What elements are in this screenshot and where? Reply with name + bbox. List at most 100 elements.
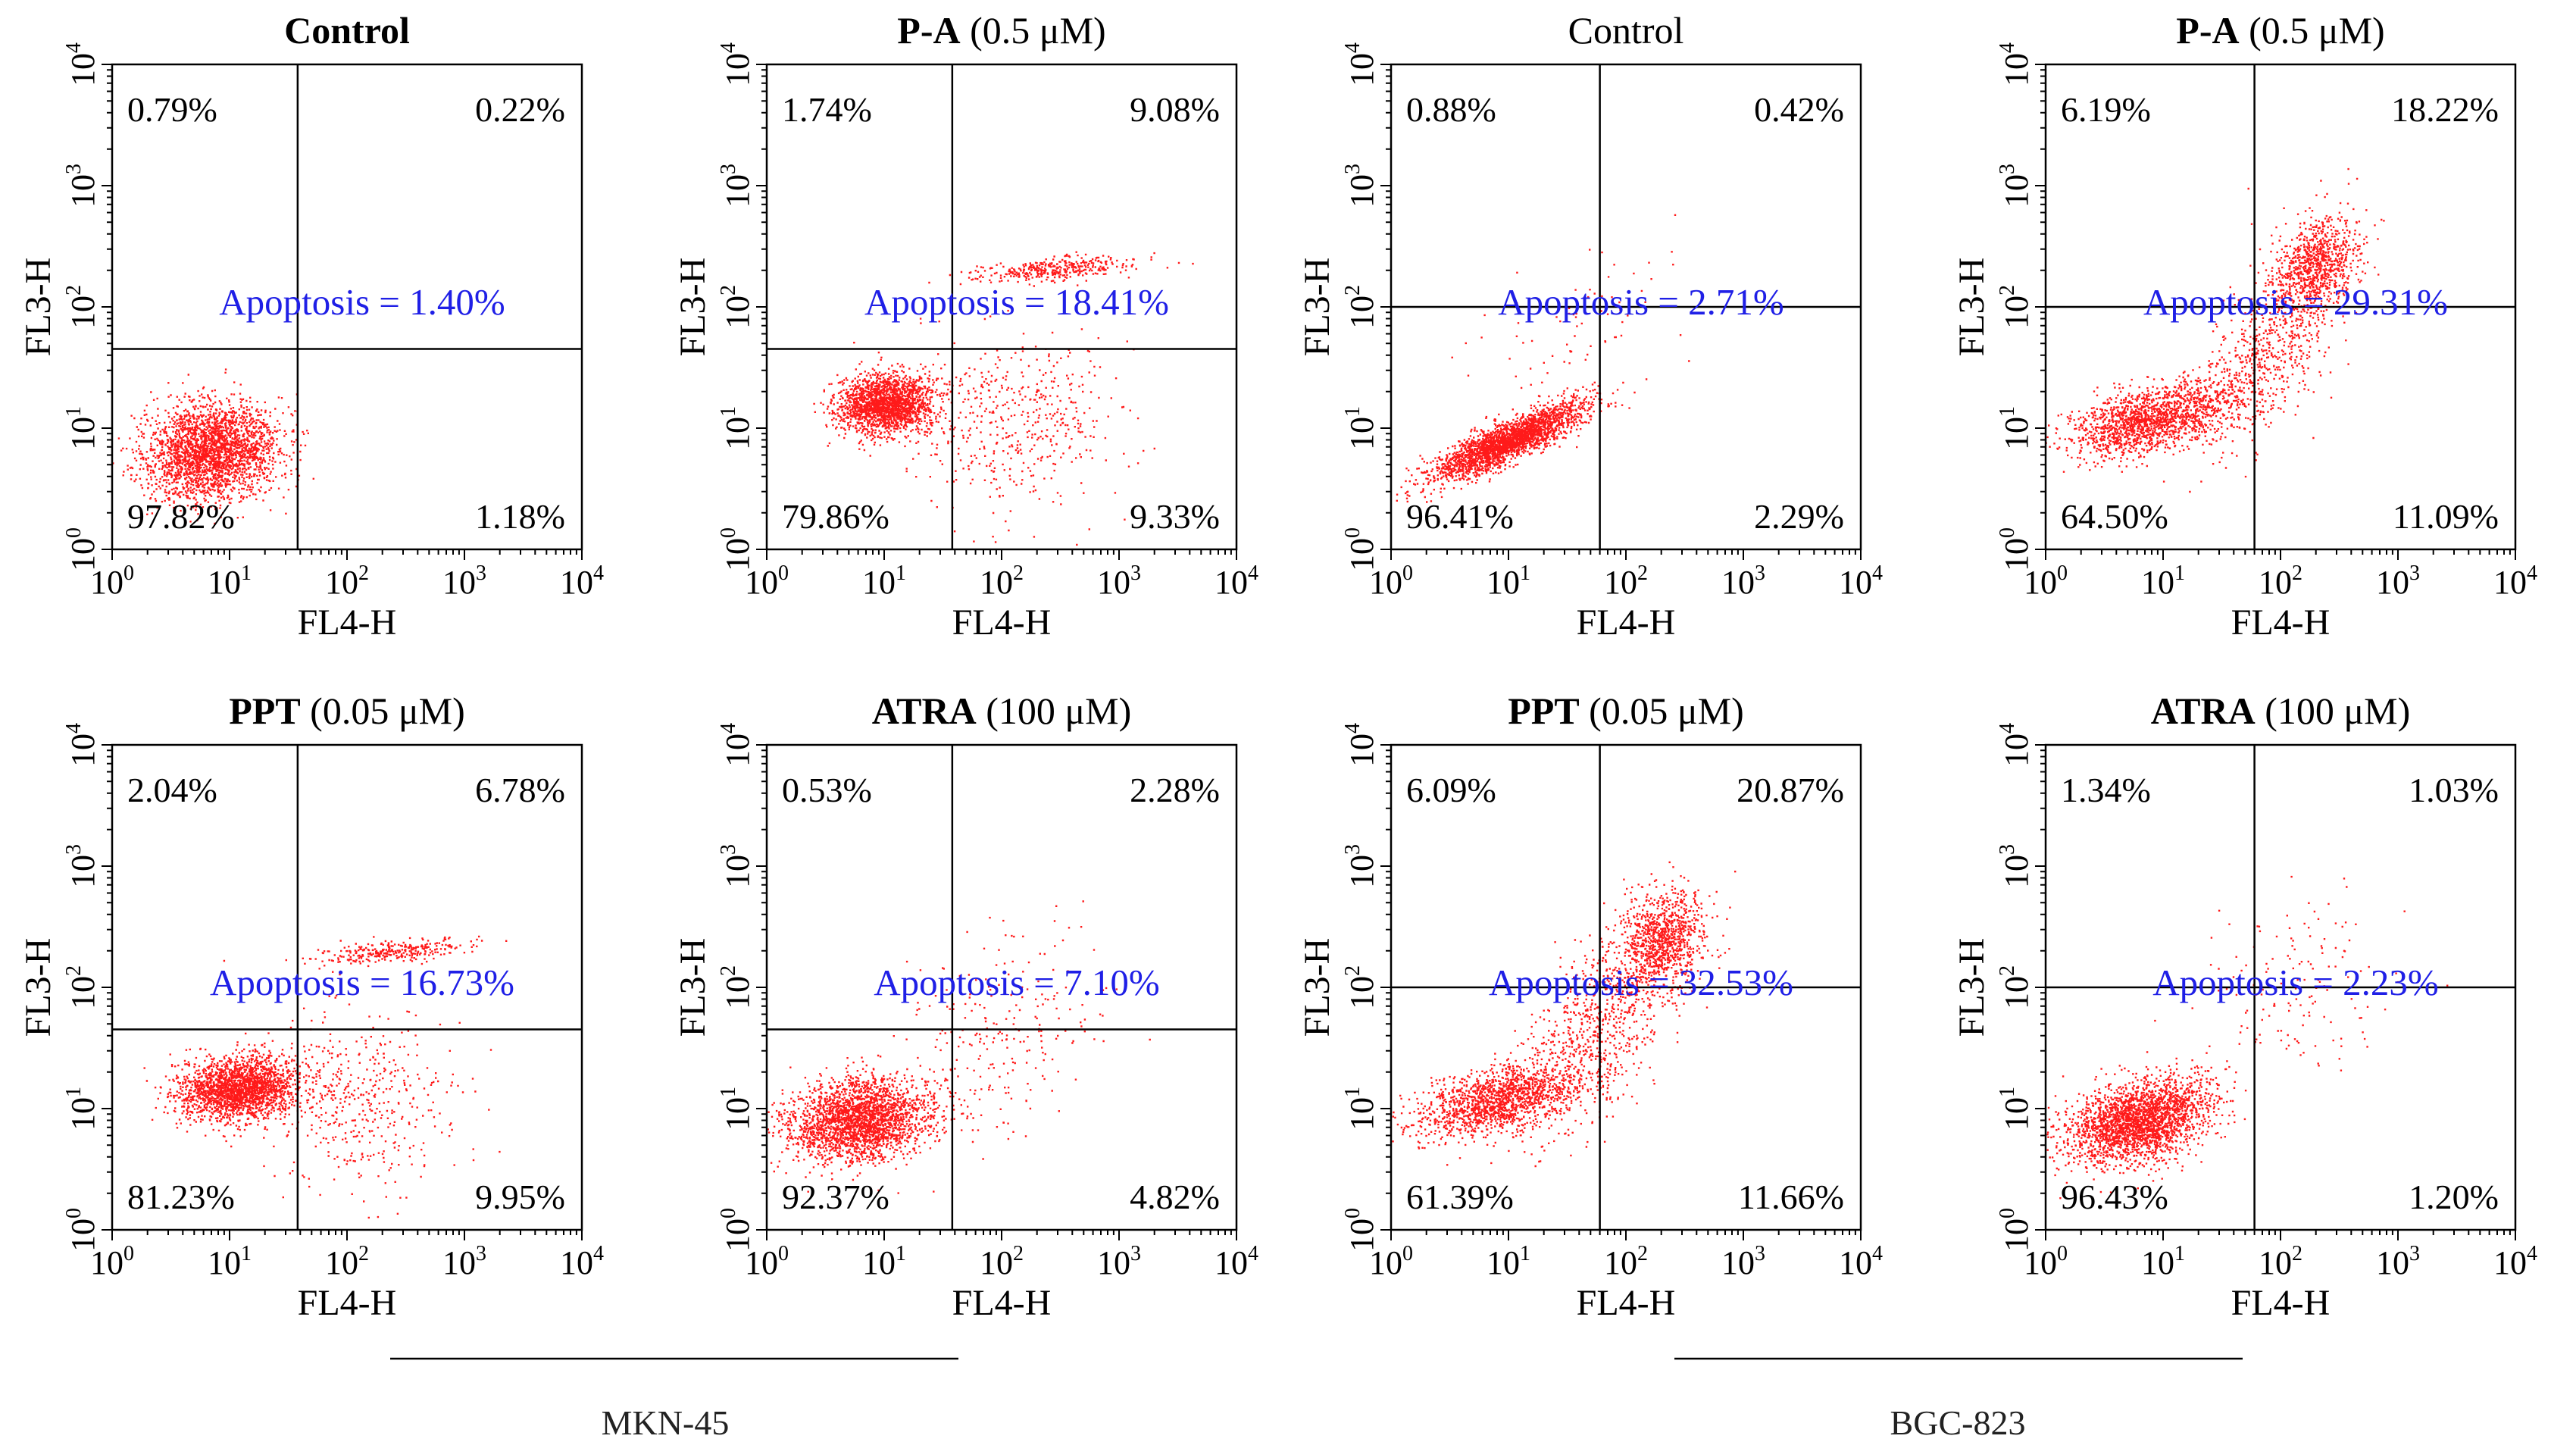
- y-tick-label: 101: [62, 406, 102, 450]
- axis-ticks: [756, 744, 1237, 1240]
- axis-ticks: [1380, 64, 1862, 560]
- x-axis-label: FL4-H: [298, 602, 397, 643]
- event-cloud: [112, 368, 314, 525]
- x-tick-label: 101: [862, 561, 906, 601]
- axis-ticks: [102, 64, 583, 560]
- event-cloud: [767, 900, 1151, 1194]
- y-axis-label: FL3-H: [18, 258, 58, 357]
- x-tick-label: 104: [2493, 1242, 2537, 1281]
- y-tick-label: 104: [1341, 42, 1380, 86]
- event-cloud: [2046, 875, 2449, 1200]
- y-axis-label: FL3-H: [1952, 258, 1992, 357]
- x-axis-label: FL4-H: [1577, 1283, 1676, 1323]
- y-tick-label: 101: [1996, 406, 2035, 450]
- y-tick-label: 100: [717, 527, 756, 571]
- y-tick-label: 100: [717, 1208, 756, 1252]
- y-tick-label: 102: [717, 285, 756, 329]
- x-tick-label: 101: [862, 1242, 906, 1281]
- panel-title: Control: [1568, 9, 1684, 52]
- y-tick-label: 103: [1996, 844, 2035, 888]
- panel-grid: 100 100 101 101 102 102 103 103 104 104 FL4-H FL3-H…: [18, 9, 2537, 1323]
- y-tick-label: 102: [1341, 965, 1380, 1009]
- panel-title: P-A (0.5 μM): [897, 9, 1105, 52]
- quadrant-ur-value: 0.22%: [475, 90, 565, 129]
- quadrant-ll-value: 79.86%: [782, 497, 889, 536]
- x-axis-label: FL4-H: [298, 1283, 397, 1323]
- event-cloud: [1391, 861, 1737, 1168]
- x-axis-label: FL4-H: [1577, 602, 1676, 643]
- quadrant-ul-value: 6.09%: [1406, 771, 1496, 809]
- y-axis-label: FL3-H: [673, 258, 713, 357]
- panel-title: P-A (0.5 μM): [2176, 9, 2384, 52]
- quadrant-ur-value: 1.03%: [2409, 771, 2499, 809]
- event-cloud: [1396, 214, 1690, 503]
- x-tick-label: 101: [208, 561, 252, 601]
- event-dots: [112, 368, 314, 525]
- quadrant-ur-value: 9.08%: [1130, 90, 1220, 129]
- x-axis-label: FL4-H: [2231, 602, 2331, 643]
- apoptosis-annotation: Apoptosis = 2.71%: [1498, 281, 1784, 323]
- quadrant-ur-value: 20.87%: [1737, 771, 1844, 809]
- y-tick-label: 103: [1341, 844, 1380, 888]
- quadrant-lr-value: 4.82%: [1130, 1178, 1220, 1216]
- x-tick-label: 102: [980, 561, 1024, 601]
- x-tick-label: 103: [2376, 561, 2420, 601]
- panel-title: ATRA (100 μM): [2151, 690, 2411, 732]
- y-tick-label: 103: [717, 164, 756, 208]
- quadrant-ll-value: 64.50%: [2061, 497, 2168, 536]
- y-tick-label: 101: [717, 1087, 756, 1131]
- apoptosis-annotation: Apoptosis = 32.53%: [1489, 962, 1793, 1003]
- x-tick-label: 102: [325, 561, 369, 601]
- x-tick-label: 102: [325, 1242, 369, 1281]
- x-tick-label: 104: [1215, 1242, 1258, 1281]
- flow-panel: 100100101101102102103103104104FL4-HFL3-H…: [18, 690, 604, 1323]
- y-axis-label: FL3-H: [673, 938, 713, 1037]
- y-tick-label: 104: [1996, 42, 2035, 86]
- x-tick-label: 101: [1487, 1242, 1530, 1281]
- y-tick-label: 101: [1996, 1087, 2035, 1131]
- apoptosis-annotation: Apoptosis = 1.40%: [219, 281, 505, 323]
- panel-title: PPT (0.05 μM): [229, 690, 465, 732]
- quadrant-ur-value: 0.42%: [1754, 90, 1844, 129]
- x-tick-label: 104: [2493, 561, 2537, 601]
- event-cloud: [2046, 167, 2385, 493]
- axis-ticks: [756, 64, 1237, 560]
- y-tick-label: 100: [1996, 1208, 2035, 1252]
- quadrant-ul-value: 1.74%: [782, 90, 872, 129]
- quadrant-ul-value: 0.88%: [1406, 90, 1496, 129]
- apoptosis-annotation: Apoptosis = 2.23%: [2152, 962, 2438, 1003]
- x-tick-label: 101: [2141, 1242, 2185, 1281]
- axis-ticks: [2035, 64, 2516, 560]
- y-tick-label: 102: [62, 965, 102, 1009]
- y-tick-label: 104: [1996, 723, 2035, 767]
- y-axis-label: FL3-H: [1297, 258, 1337, 357]
- event-dots: [1396, 214, 1690, 503]
- apoptosis-annotation: Apoptosis = 18.41%: [864, 281, 1169, 323]
- bgc823-group-label: BGC-823: [1890, 1403, 2026, 1442]
- x-tick-label: 103: [1097, 1242, 1141, 1281]
- x-tick-label: 102: [2259, 1242, 2302, 1281]
- event-cloud: [813, 251, 1194, 546]
- x-axis-label: FL4-H: [2231, 1283, 2331, 1323]
- flow-panel: 100100101101102102103103104104FL4-HFL3-H…: [1952, 690, 2537, 1323]
- panel-title: Control: [284, 9, 410, 52]
- apoptosis-annotation: Apoptosis = 7.10%: [874, 962, 1159, 1003]
- panel-title: PPT (0.05 μM): [1508, 690, 1744, 732]
- axis-ticks: [102, 744, 583, 1240]
- y-tick-label: 100: [62, 1208, 102, 1252]
- quadrant-lr-value: 9.95%: [475, 1178, 565, 1216]
- flow-panel: 100100101101102102103103104104FL4-HFL3-H…: [673, 9, 1258, 643]
- quadrant-ul-value: 2.04%: [127, 771, 217, 809]
- y-tick-label: 103: [62, 844, 102, 888]
- x-tick-label: 104: [1215, 561, 1258, 601]
- flow-panel: 100100101101102102103103104104FL4-HFL3-H…: [1952, 9, 2537, 643]
- y-tick-label: 100: [1341, 1208, 1380, 1252]
- quadrant-ll-value: 97.82%: [127, 497, 235, 536]
- x-tick-label: 103: [442, 1242, 486, 1281]
- mkn45-group-label: MKN-45: [602, 1403, 730, 1442]
- y-tick-label: 102: [1341, 285, 1380, 329]
- y-tick-label: 103: [717, 844, 756, 888]
- flow-panel: 100100101101102102103103104104FL4-HFL3-H…: [1297, 690, 1883, 1323]
- y-tick-label: 101: [1341, 1087, 1380, 1131]
